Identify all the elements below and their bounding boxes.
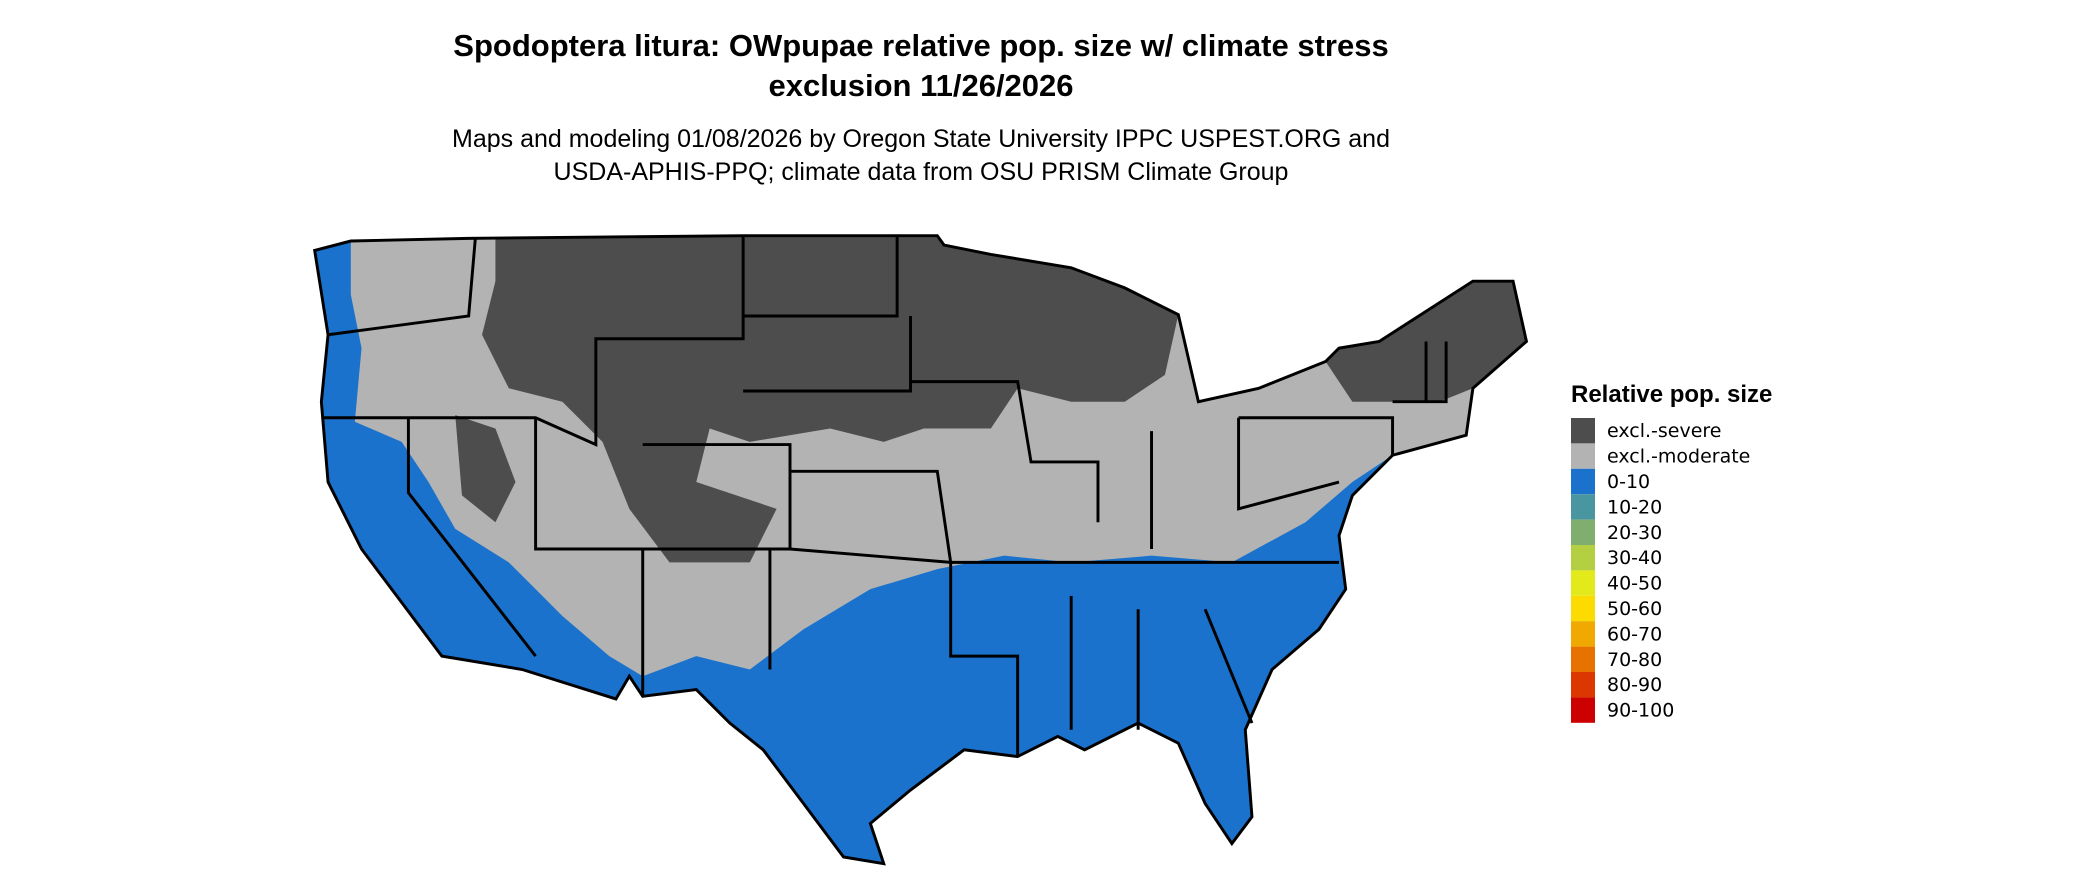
legend-label: 50-60 xyxy=(1607,598,1662,620)
legend-swatch xyxy=(1571,595,1595,622)
legend-swatch xyxy=(1571,697,1595,723)
state-borders xyxy=(313,234,1529,866)
legend-label: 90-100 xyxy=(1607,700,1674,722)
legend-label: 80-90 xyxy=(1607,674,1662,696)
region-severe xyxy=(482,235,1179,563)
legend-label: excl.-severe xyxy=(1607,420,1722,442)
us-map xyxy=(313,234,1529,866)
title-line: exclusion 11/26/2026 xyxy=(768,68,1073,103)
legend-swatch xyxy=(1571,443,1595,469)
legend-swatch xyxy=(1571,494,1595,520)
legend-swatch xyxy=(1571,545,1595,571)
legend-label: 30-40 xyxy=(1607,547,1662,569)
legend-label: 40-50 xyxy=(1607,573,1662,595)
subtitle-line: USDA-APHIS-PPQ; climate data from OSU PR… xyxy=(554,158,1289,186)
legend-label: 20-30 xyxy=(1607,522,1662,544)
legend-swatch xyxy=(1571,672,1595,698)
legend-label: 70-80 xyxy=(1607,649,1662,671)
legend-swatch xyxy=(1571,570,1595,596)
legend-swatch xyxy=(1571,468,1595,495)
legend: Relative pop. size excl.-severe excl.-mod… xyxy=(1571,381,1772,723)
legend-label: 0-10 xyxy=(1607,471,1650,493)
region-severe xyxy=(455,415,516,523)
legend-swatch xyxy=(1571,646,1595,672)
legend-label: excl.-moderate xyxy=(1607,446,1750,468)
subtitle-line: Maps and modeling 01/08/2026 by Oregon S… xyxy=(452,125,1390,153)
legend-swatch xyxy=(1571,519,1595,545)
legend-swatch xyxy=(1571,621,1595,647)
legend-label: 60-70 xyxy=(1607,623,1662,645)
title-line: Spodoptera litura: OWpupae relative pop.… xyxy=(453,28,1388,63)
legend-title: Relative pop. size xyxy=(1571,381,1772,408)
legend-swatch xyxy=(1571,418,1595,444)
legend-label: 10-20 xyxy=(1607,496,1662,518)
